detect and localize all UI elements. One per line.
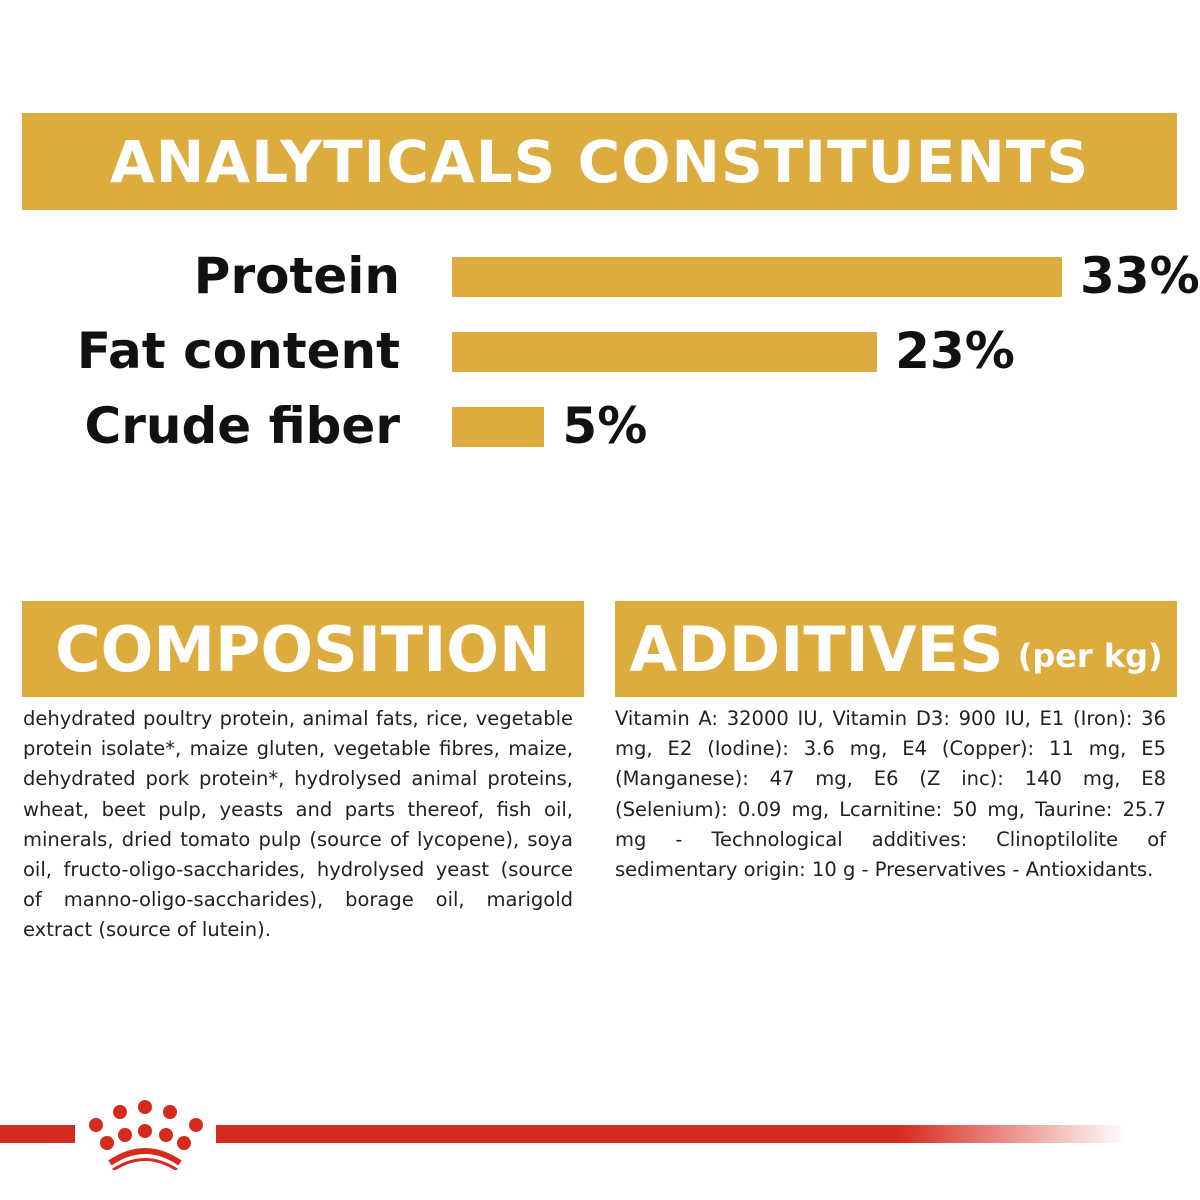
composition-title: COMPOSITION: [55, 612, 551, 686]
category-label: Protein: [193, 247, 400, 305]
bar: [452, 257, 1062, 297]
bar: [452, 407, 545, 447]
footer-line-right: [216, 1125, 1126, 1143]
additives-header: ADDITIVES (per kg): [615, 601, 1177, 697]
value-label: 33%: [1080, 247, 1200, 305]
additives-title: ADDITIVES: [629, 612, 1004, 686]
analytical-constituents-header: ANALYTICALS CONSTITUENTS: [22, 113, 1177, 210]
footer-line-left: [0, 1125, 75, 1143]
bar-row: Protein 33%: [0, 247, 1200, 305]
additives-subtitle: (per kg): [1017, 637, 1163, 675]
additives-text: Vitamin A: 32000 IU, Vitamin D3: 900 IU,…: [615, 707, 1166, 882]
bar-row: Fat content 23%: [0, 322, 1200, 380]
category-label: Crude fiber: [84, 397, 400, 455]
crown-logo-icon: [89, 1100, 203, 1170]
analytical-title: ANALYTICALS CONSTITUENTS: [109, 127, 1090, 196]
composition-text: dehydrated poultry protein, animal fats,…: [23, 707, 573, 942]
value-label: 23%: [895, 322, 1015, 380]
bar: [452, 332, 878, 372]
bar-row: Crude fiber 5%: [0, 397, 1200, 455]
value-label: 5%: [562, 397, 648, 455]
category-label: Fat content: [76, 322, 400, 380]
composition-header: COMPOSITION: [22, 601, 584, 697]
